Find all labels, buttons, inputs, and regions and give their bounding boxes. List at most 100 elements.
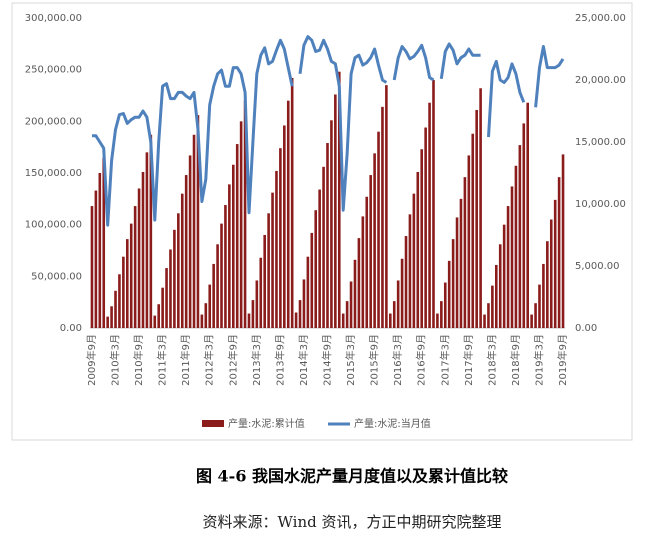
bar (455, 217, 459, 328)
bar (487, 303, 490, 328)
bar (546, 241, 549, 328)
x-tick-label: 2014年3月 (297, 334, 310, 386)
y-tick-label: 300,000.00 (25, 13, 82, 24)
x-tick-label: 2012年9月 (226, 334, 239, 386)
x-tick-label: 2017年3月 (438, 334, 451, 386)
bar (208, 284, 212, 328)
bar (294, 312, 298, 328)
x-tick-label: 2014年9月 (321, 334, 334, 386)
bar (122, 256, 125, 328)
bar (534, 303, 537, 328)
source-note: 资料来源：Wind 资讯，方正中期研究院整理 (203, 513, 502, 531)
bar (180, 193, 184, 328)
bar (345, 301, 349, 328)
bar (125, 239, 129, 328)
bar (502, 224, 506, 328)
bar (231, 164, 235, 328)
bar (440, 301, 443, 328)
bar (408, 214, 412, 328)
bar (129, 223, 133, 328)
bar (204, 303, 208, 328)
bar (424, 127, 427, 329)
bar (483, 314, 486, 328)
bar (514, 165, 518, 328)
bar (102, 157, 106, 328)
bar (404, 236, 408, 328)
bar (157, 304, 160, 328)
bar (283, 125, 286, 328)
chart-frame (11, 2, 633, 441)
bar (341, 313, 345, 328)
bar (247, 313, 251, 328)
y-tick-label: 200,000.00 (25, 116, 82, 127)
bar (259, 257, 263, 328)
bar (326, 143, 329, 328)
bar (353, 259, 357, 328)
bar (145, 152, 149, 328)
y2-tick-label: 5,000.00 (575, 261, 620, 272)
bar (306, 256, 310, 328)
line (92, 35, 565, 227)
bar (349, 281, 353, 328)
bar (498, 244, 502, 328)
y-tick-label: 100,000.00 (25, 220, 82, 231)
chart-title: 图 4-6 我国水泥产量月度值以及累计值比较 (196, 467, 508, 486)
bar (337, 71, 341, 328)
x-tick-label: 2011年3月 (156, 334, 169, 386)
bar (428, 102, 431, 328)
y2-tick-label: 15,000.00 (575, 137, 626, 148)
bar (271, 192, 274, 328)
bar (110, 306, 113, 328)
x-tick-label: 2012年3月 (203, 334, 216, 386)
y-tick-label: 250,000.00 (25, 65, 82, 76)
y-tick-label: 150,000.00 (25, 168, 82, 179)
y2-tick-label: 10,000.00 (575, 199, 626, 210)
y-tick-label: 0.00 (60, 323, 82, 334)
bar (392, 301, 396, 328)
y2-tick-label: 0.00 (575, 323, 597, 334)
bar (443, 282, 447, 328)
bar (114, 290, 117, 328)
bar (298, 300, 302, 328)
bar (161, 287, 164, 328)
bar (361, 216, 365, 328)
bar (330, 120, 333, 328)
bar (137, 188, 141, 328)
bar (322, 166, 325, 328)
bar (133, 206, 137, 328)
bar (251, 300, 255, 328)
bar (495, 264, 498, 328)
bar (416, 171, 420, 328)
bar (357, 238, 361, 328)
x-tick-label: 2018年3月 (485, 334, 498, 386)
bar (385, 85, 388, 329)
bar (432, 80, 435, 328)
bar (459, 198, 463, 328)
bar (373, 153, 376, 328)
bar (451, 239, 455, 328)
bar (471, 133, 475, 328)
x-tick-label: 2018年9月 (509, 334, 522, 386)
bar (184, 175, 188, 328)
x-tick-label: 2009年9月 (85, 334, 98, 386)
bar (98, 173, 102, 328)
bar (196, 115, 200, 328)
bar (447, 260, 451, 328)
bar (334, 94, 337, 328)
bar (216, 244, 219, 328)
bar (318, 189, 321, 328)
bar (90, 206, 94, 328)
bar (561, 154, 565, 328)
bar (314, 210, 318, 328)
bar (153, 315, 157, 328)
bar (553, 199, 557, 328)
bar (235, 144, 239, 328)
bar (118, 274, 121, 328)
bar (530, 314, 533, 328)
bar (518, 145, 522, 328)
x-tick-label: 2013年3月 (250, 334, 263, 386)
bar (149, 134, 153, 328)
x-tick-label: 2019年3月 (532, 334, 545, 386)
bar (255, 280, 259, 328)
bar (475, 109, 478, 328)
